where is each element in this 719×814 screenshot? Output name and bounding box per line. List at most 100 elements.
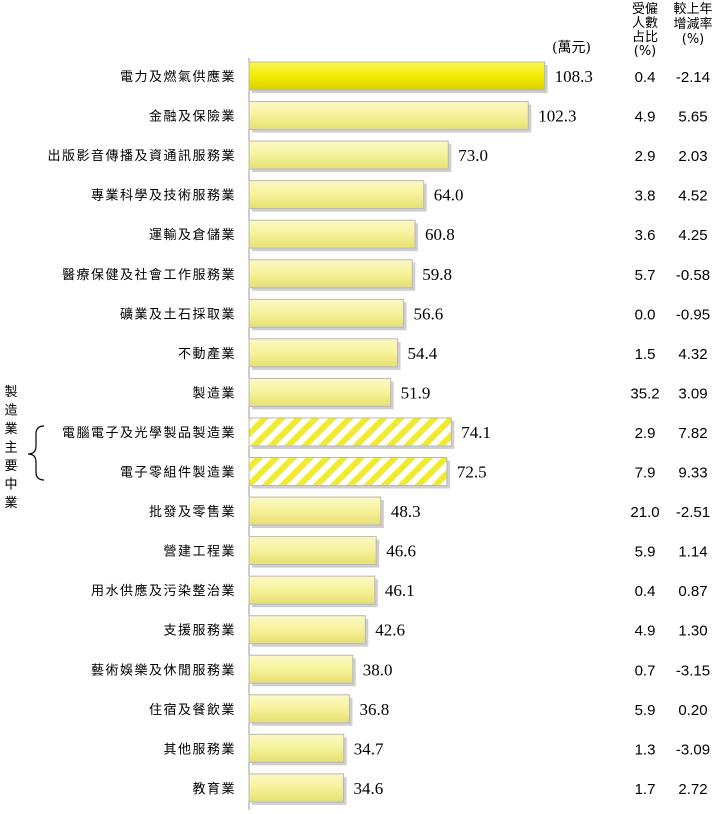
change-header-line: 增減率 <box>673 16 712 32</box>
category-label: 金融及保險業 <box>149 109 236 125</box>
share-header-line: 占比 <box>632 30 658 45</box>
value-label: 108.3 <box>555 67 593 86</box>
category-label: 電子零組件製造業 <box>120 465 236 481</box>
bar <box>248 457 448 486</box>
share-value: 1.5 <box>635 346 656 363</box>
value-label: 74.1 <box>461 423 491 442</box>
share-column: 0.4 4.9 2.9 3.8 3.6 5.7 0.0 1.5 35.2 2.9 7.9 21.0 5.… <box>630 69 659 798</box>
change-value: 2.03 <box>678 148 707 165</box>
value-label: 60.8 <box>425 225 455 244</box>
bar <box>248 140 449 170</box>
value-label: 64.0 <box>434 186 464 205</box>
value-label: 56.6 <box>414 304 444 323</box>
category-label: 電腦電子及光學製品製造業 <box>62 425 236 441</box>
share-value: 0.0 <box>635 306 656 323</box>
value-label: 48.3 <box>391 502 421 521</box>
value-label: 54.4 <box>408 344 438 363</box>
bar <box>248 101 529 131</box>
value-label: 36.8 <box>359 700 389 719</box>
bar <box>248 615 366 645</box>
change-value: -2.14 <box>676 69 710 86</box>
bar <box>248 536 377 566</box>
change-value: 7.82 <box>678 425 707 442</box>
change-value: 9.33 <box>678 465 707 482</box>
group-label-char: 業 <box>4 495 17 511</box>
share-value: 0.7 <box>635 662 656 679</box>
share-value: 5.9 <box>635 702 656 719</box>
change-value: 3.09 <box>678 385 707 402</box>
category-label: 批發及零售業 <box>149 504 236 520</box>
bar <box>248 575 376 605</box>
share-value: 21.0 <box>630 504 659 521</box>
subgroup-brace <box>27 425 45 481</box>
category-label: 電力及燃氣供應業 <box>120 69 236 85</box>
change-value: 0.87 <box>678 583 707 600</box>
category-label: 製造業 <box>192 385 236 401</box>
value-label: 46.1 <box>385 581 415 600</box>
category-label: 住宿及餐飲業 <box>149 702 236 718</box>
category-label: 用水供應及污染整治業 <box>91 583 236 599</box>
share-value: 1.3 <box>635 741 656 758</box>
share-value: 2.9 <box>635 425 656 442</box>
category-label: 運輸及倉儲業 <box>149 227 236 243</box>
group-label-char: 製 <box>4 385 17 400</box>
change-value: 2.72 <box>678 781 707 798</box>
share-header-line: 受僱 <box>632 1 658 17</box>
value-label: 102.3 <box>538 107 576 126</box>
value-label: 38.0 <box>363 660 393 679</box>
value-label: 59.8 <box>422 265 452 284</box>
category-label: 出版影音傳播及資通訊服務業 <box>47 148 236 164</box>
category-label: 支援服務業 <box>163 623 236 639</box>
value-labels: 108.3 102.3 73.0 64.0 60.8 59.8 56.6 54.4 51.9 74… <box>353 67 592 798</box>
share-value: 4.9 <box>635 109 656 126</box>
change-value: 1.14 <box>678 544 707 561</box>
bar <box>248 298 405 328</box>
share-value: 3.6 <box>635 227 656 244</box>
group-label-char: 主 <box>4 441 17 456</box>
change-value: -3.15 <box>676 662 710 679</box>
change-value: 0.20 <box>678 702 707 719</box>
category-label: 營建工程業 <box>163 544 236 560</box>
bar <box>248 654 354 684</box>
unit-label: (萬元) <box>552 40 591 56</box>
category-label: 專業科學及技術服務業 <box>91 188 236 204</box>
bar <box>248 694 350 724</box>
value-label: 72.5 <box>457 463 487 482</box>
group-label-char: 造 <box>4 404 17 419</box>
share-value: 7.9 <box>635 465 656 482</box>
bar <box>248 417 452 447</box>
value-label: 51.9 <box>401 383 431 402</box>
change-header-line: 較上年 <box>673 2 712 17</box>
bar <box>248 377 392 407</box>
category-label: 礦業及土石採取業 <box>120 306 236 322</box>
share-value: 4.9 <box>635 623 656 640</box>
bar <box>248 338 399 368</box>
category-labels: 電力及燃氣供應業金融及保險業出版影音傳播及資通訊服務業專業科學及技術服務業運輸及… <box>47 69 236 797</box>
bar <box>248 180 425 210</box>
change-value: -0.95 <box>676 306 710 323</box>
change-value: -0.58 <box>676 267 710 284</box>
value-label: 34.7 <box>354 739 384 758</box>
share-value: 3.8 <box>635 188 656 205</box>
change-value: 5.65 <box>678 109 707 126</box>
value-label: 73.0 <box>458 146 488 165</box>
group-label-char: 業 <box>4 421 17 437</box>
bars <box>248 61 548 805</box>
share-value: 35.2 <box>630 385 659 402</box>
group-label-char: 中 <box>4 478 17 493</box>
category-label: 其他服務業 <box>163 741 236 757</box>
value-label: 34.6 <box>353 779 383 798</box>
category-label: 不動產業 <box>178 346 236 362</box>
value-label: 42.6 <box>375 621 405 640</box>
bar <box>248 219 416 249</box>
change-value: 4.32 <box>678 346 707 363</box>
share-header-line: (%) <box>634 44 657 59</box>
bar <box>248 733 345 763</box>
bar <box>248 496 382 526</box>
change-header-line: (%) <box>682 32 705 47</box>
category-label: 醫療保健及社會工作服務業 <box>62 267 236 283</box>
